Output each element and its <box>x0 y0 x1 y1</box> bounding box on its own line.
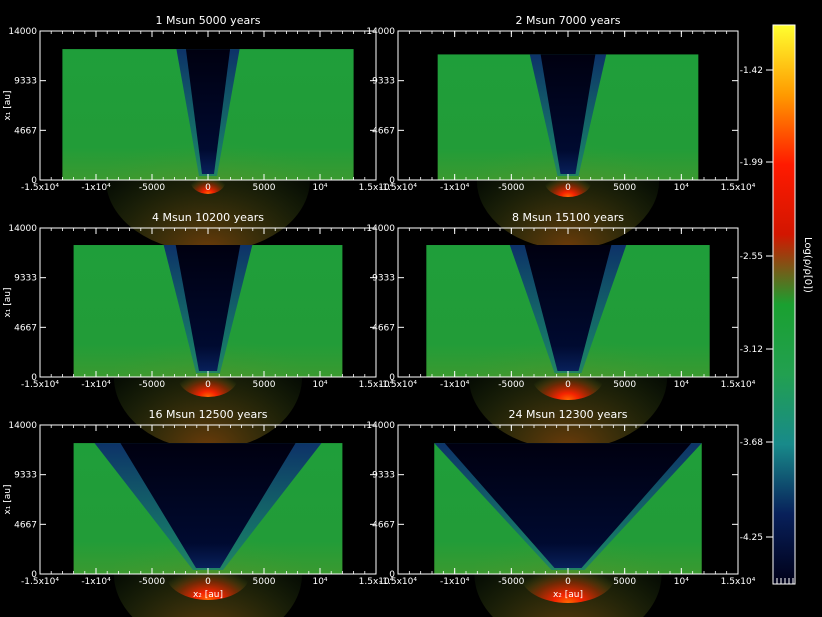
x-tick-label: 0 <box>205 577 211 587</box>
y-tick-label: 0 <box>31 176 37 186</box>
x-tick-label: -5000 <box>139 183 165 193</box>
x-tick-label: 1.5x10⁴ <box>359 183 394 193</box>
x-tick-label: 0 <box>205 183 211 193</box>
y-tick-label: 9333 <box>372 471 395 481</box>
y-tick-label: 4667 <box>372 323 395 333</box>
y-tick-label: 14000 <box>8 27 37 37</box>
plot-panel: 1 Msun 5000 years -1.5x10⁴ -1x10⁴ -5000 0 500… <box>3 14 394 252</box>
panel-title: 1 Msun 5000 years <box>156 14 261 27</box>
panel-title: 24 Msun 12300 years <box>509 408 628 421</box>
y-tick-label: 4667 <box>14 520 37 530</box>
x-tick-label: 10⁴ <box>312 183 327 193</box>
colorbar-tick-label: -2.55 <box>740 252 763 262</box>
x-tick-label: -1x10⁴ <box>81 380 111 390</box>
x-tick-label: -1.5x10⁴ <box>379 380 417 390</box>
y-tick-label: 14000 <box>366 421 395 431</box>
x-tick-label: 10⁴ <box>674 380 689 390</box>
panel-title: 8 Msun 15100 years <box>512 211 624 224</box>
x-tick-label: -5000 <box>498 380 524 390</box>
x-tick-label: 1.5x10⁴ <box>721 380 756 390</box>
panel-title: 2 Msun 7000 years <box>516 14 621 27</box>
outflow-cone <box>444 443 692 568</box>
x-tick-label: -1x10⁴ <box>81 183 111 193</box>
outflow-cone <box>540 54 596 174</box>
outflow-cone <box>185 49 231 174</box>
x-tick-label: 5000 <box>253 380 276 390</box>
x-tick-label: -1.5x10⁴ <box>379 577 417 587</box>
plot-panel: 4 Msun 10200 years -1.5x10⁴ -1x10⁴ -5000 0 50… <box>3 211 394 450</box>
x-tick-label: 5000 <box>253 577 276 587</box>
plot-panel: 16 Msun 12500 years -1.5x10⁴ -1x10⁴ -5000 0 5… <box>3 408 394 617</box>
colorbar-gradient <box>772 24 796 585</box>
plot-panel: 24 Msun 12300 years -1.5x10⁴ -1x10⁴ -5000 0 5… <box>366 408 756 617</box>
x-tick-label: 0 <box>205 380 211 390</box>
y-axis-label: x₁ [au] <box>3 90 13 120</box>
colorbar: -1.42 -1.99 -2.55 -3.12 -3.68 -4.25 Log(ρ/ρ[0… <box>740 24 813 585</box>
panel-title: 4 Msun 10200 years <box>152 211 264 224</box>
y-tick-label: 4667 <box>372 126 395 136</box>
x-tick-label: 1.5x10⁴ <box>721 183 756 193</box>
outflow-cone <box>120 443 296 568</box>
plot-panel: 2 Msun 7000 years -1.5x10⁴ -1x10⁴ -5000 0 500… <box>366 14 756 250</box>
x-tick-label: -1.5x10⁴ <box>21 183 59 193</box>
y-tick-label: 9333 <box>14 274 37 284</box>
x-tick-label: -1.5x10⁴ <box>21 577 59 587</box>
colorbar-tick-label: -4.25 <box>740 533 763 543</box>
x-axis-label: x₂ [au] <box>193 590 223 600</box>
x-tick-label: -5000 <box>139 380 165 390</box>
y-tick-label: 9333 <box>372 77 395 87</box>
colorbar-tick-label: -3.68 <box>740 438 764 448</box>
x-tick-label: 5000 <box>253 183 276 193</box>
x-tick-label: -1x10⁴ <box>440 577 470 587</box>
x-tick-label: 10⁴ <box>674 183 689 193</box>
y-tick-label: 14000 <box>8 421 37 431</box>
y-axis-label: x₁ [au] <box>3 287 13 317</box>
y-tick-label: 0 <box>389 176 395 186</box>
x-tick-label: 5000 <box>613 380 636 390</box>
x-tick-label: -1x10⁴ <box>440 380 470 390</box>
y-tick-label: 4667 <box>14 126 37 136</box>
colorbar-tick-label: -3.12 <box>740 345 763 355</box>
x-tick-label: 5000 <box>613 577 636 587</box>
colorbar-tick-label: -1.42 <box>740 66 763 76</box>
x-tick-label: 0 <box>565 577 571 587</box>
x-tick-label: -5000 <box>498 183 524 193</box>
x-tick-label: -1x10⁴ <box>81 577 111 587</box>
panel-title: 16 Msun 12500 years <box>149 408 268 421</box>
x-tick-label: 10⁴ <box>312 380 327 390</box>
y-tick-label: 9333 <box>372 274 395 284</box>
x-tick-label: 0 <box>565 380 571 390</box>
y-tick-label: 4667 <box>14 323 37 333</box>
x-tick-label: -1.5x10⁴ <box>379 183 417 193</box>
y-tick-label: 0 <box>389 373 395 383</box>
y-tick-label: 14000 <box>366 224 395 234</box>
y-tick-label: 0 <box>389 570 395 580</box>
colorbar-tick-label: -1.99 <box>740 158 764 168</box>
y-tick-label: 9333 <box>14 471 37 481</box>
y-tick-label: 0 <box>31 570 37 580</box>
y-tick-label: 14000 <box>8 224 37 234</box>
x-tick-label: -1.5x10⁴ <box>21 380 59 390</box>
x-tick-label: 10⁴ <box>312 577 327 587</box>
y-tick-label: 4667 <box>372 520 395 530</box>
x-tick-label: 1.5x10⁴ <box>359 380 394 390</box>
x-tick-label: -5000 <box>139 577 165 587</box>
x-tick-label: 1.5x10⁴ <box>359 577 394 587</box>
outflow-cone <box>175 245 241 371</box>
colorbar-label: Log(ρ/ρ[0]) <box>802 237 813 293</box>
x-axis-label: x₂ [au] <box>553 590 583 600</box>
x-tick-label: -1x10⁴ <box>440 183 470 193</box>
x-tick-label: 5000 <box>613 183 636 193</box>
x-tick-label: 10⁴ <box>674 577 689 587</box>
x-tick-label: -5000 <box>498 577 524 587</box>
outflow-cone <box>524 245 612 371</box>
plot-panel: 8 Msun 15100 years -1.5x10⁴ -1x10⁴ -5000 0 50… <box>366 211 756 450</box>
y-tick-label: 9333 <box>14 77 37 87</box>
x-tick-label: 0 <box>565 183 571 193</box>
y-tick-label: 14000 <box>366 27 395 37</box>
x-tick-label: 1.5x10⁴ <box>721 577 756 587</box>
y-tick-label: 0 <box>31 373 37 383</box>
y-axis-label: x₁ [au] <box>3 484 13 514</box>
